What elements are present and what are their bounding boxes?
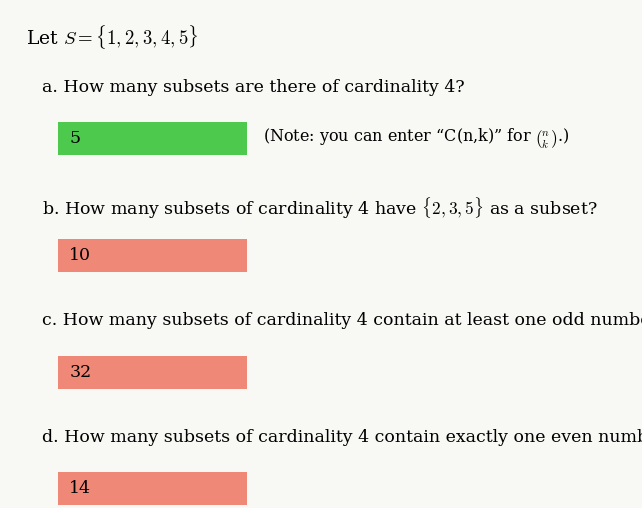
Text: 10: 10 <box>69 247 91 264</box>
Text: a. How many subsets are there of cardinality 4?: a. How many subsets are there of cardina… <box>42 79 464 96</box>
FancyBboxPatch shape <box>58 122 247 155</box>
Text: b. How many subsets of cardinality 4 have $\mathbf{\{2, 3, 5\}}$ as a subset?: b. How many subsets of cardinality 4 hav… <box>42 196 598 221</box>
Text: 5: 5 <box>69 130 80 147</box>
Text: c. How many subsets of cardinality 4 contain at least one odd number?: c. How many subsets of cardinality 4 con… <box>42 312 642 329</box>
Text: (Note: you can enter “C(n,k)” for $\binom{n}{k}$.): (Note: you can enter “C(n,k)” for $\bino… <box>263 126 569 151</box>
Text: Let $S = \{1, 2, 3, 4, 5\}$: Let $S = \{1, 2, 3, 4, 5\}$ <box>26 23 198 51</box>
Text: 32: 32 <box>69 364 92 380</box>
FancyBboxPatch shape <box>58 239 247 272</box>
Text: 14: 14 <box>69 481 91 497</box>
FancyBboxPatch shape <box>58 356 247 389</box>
Text: d. How many subsets of cardinality 4 contain exactly one even number?: d. How many subsets of cardinality 4 con… <box>42 429 642 446</box>
FancyBboxPatch shape <box>58 472 247 505</box>
